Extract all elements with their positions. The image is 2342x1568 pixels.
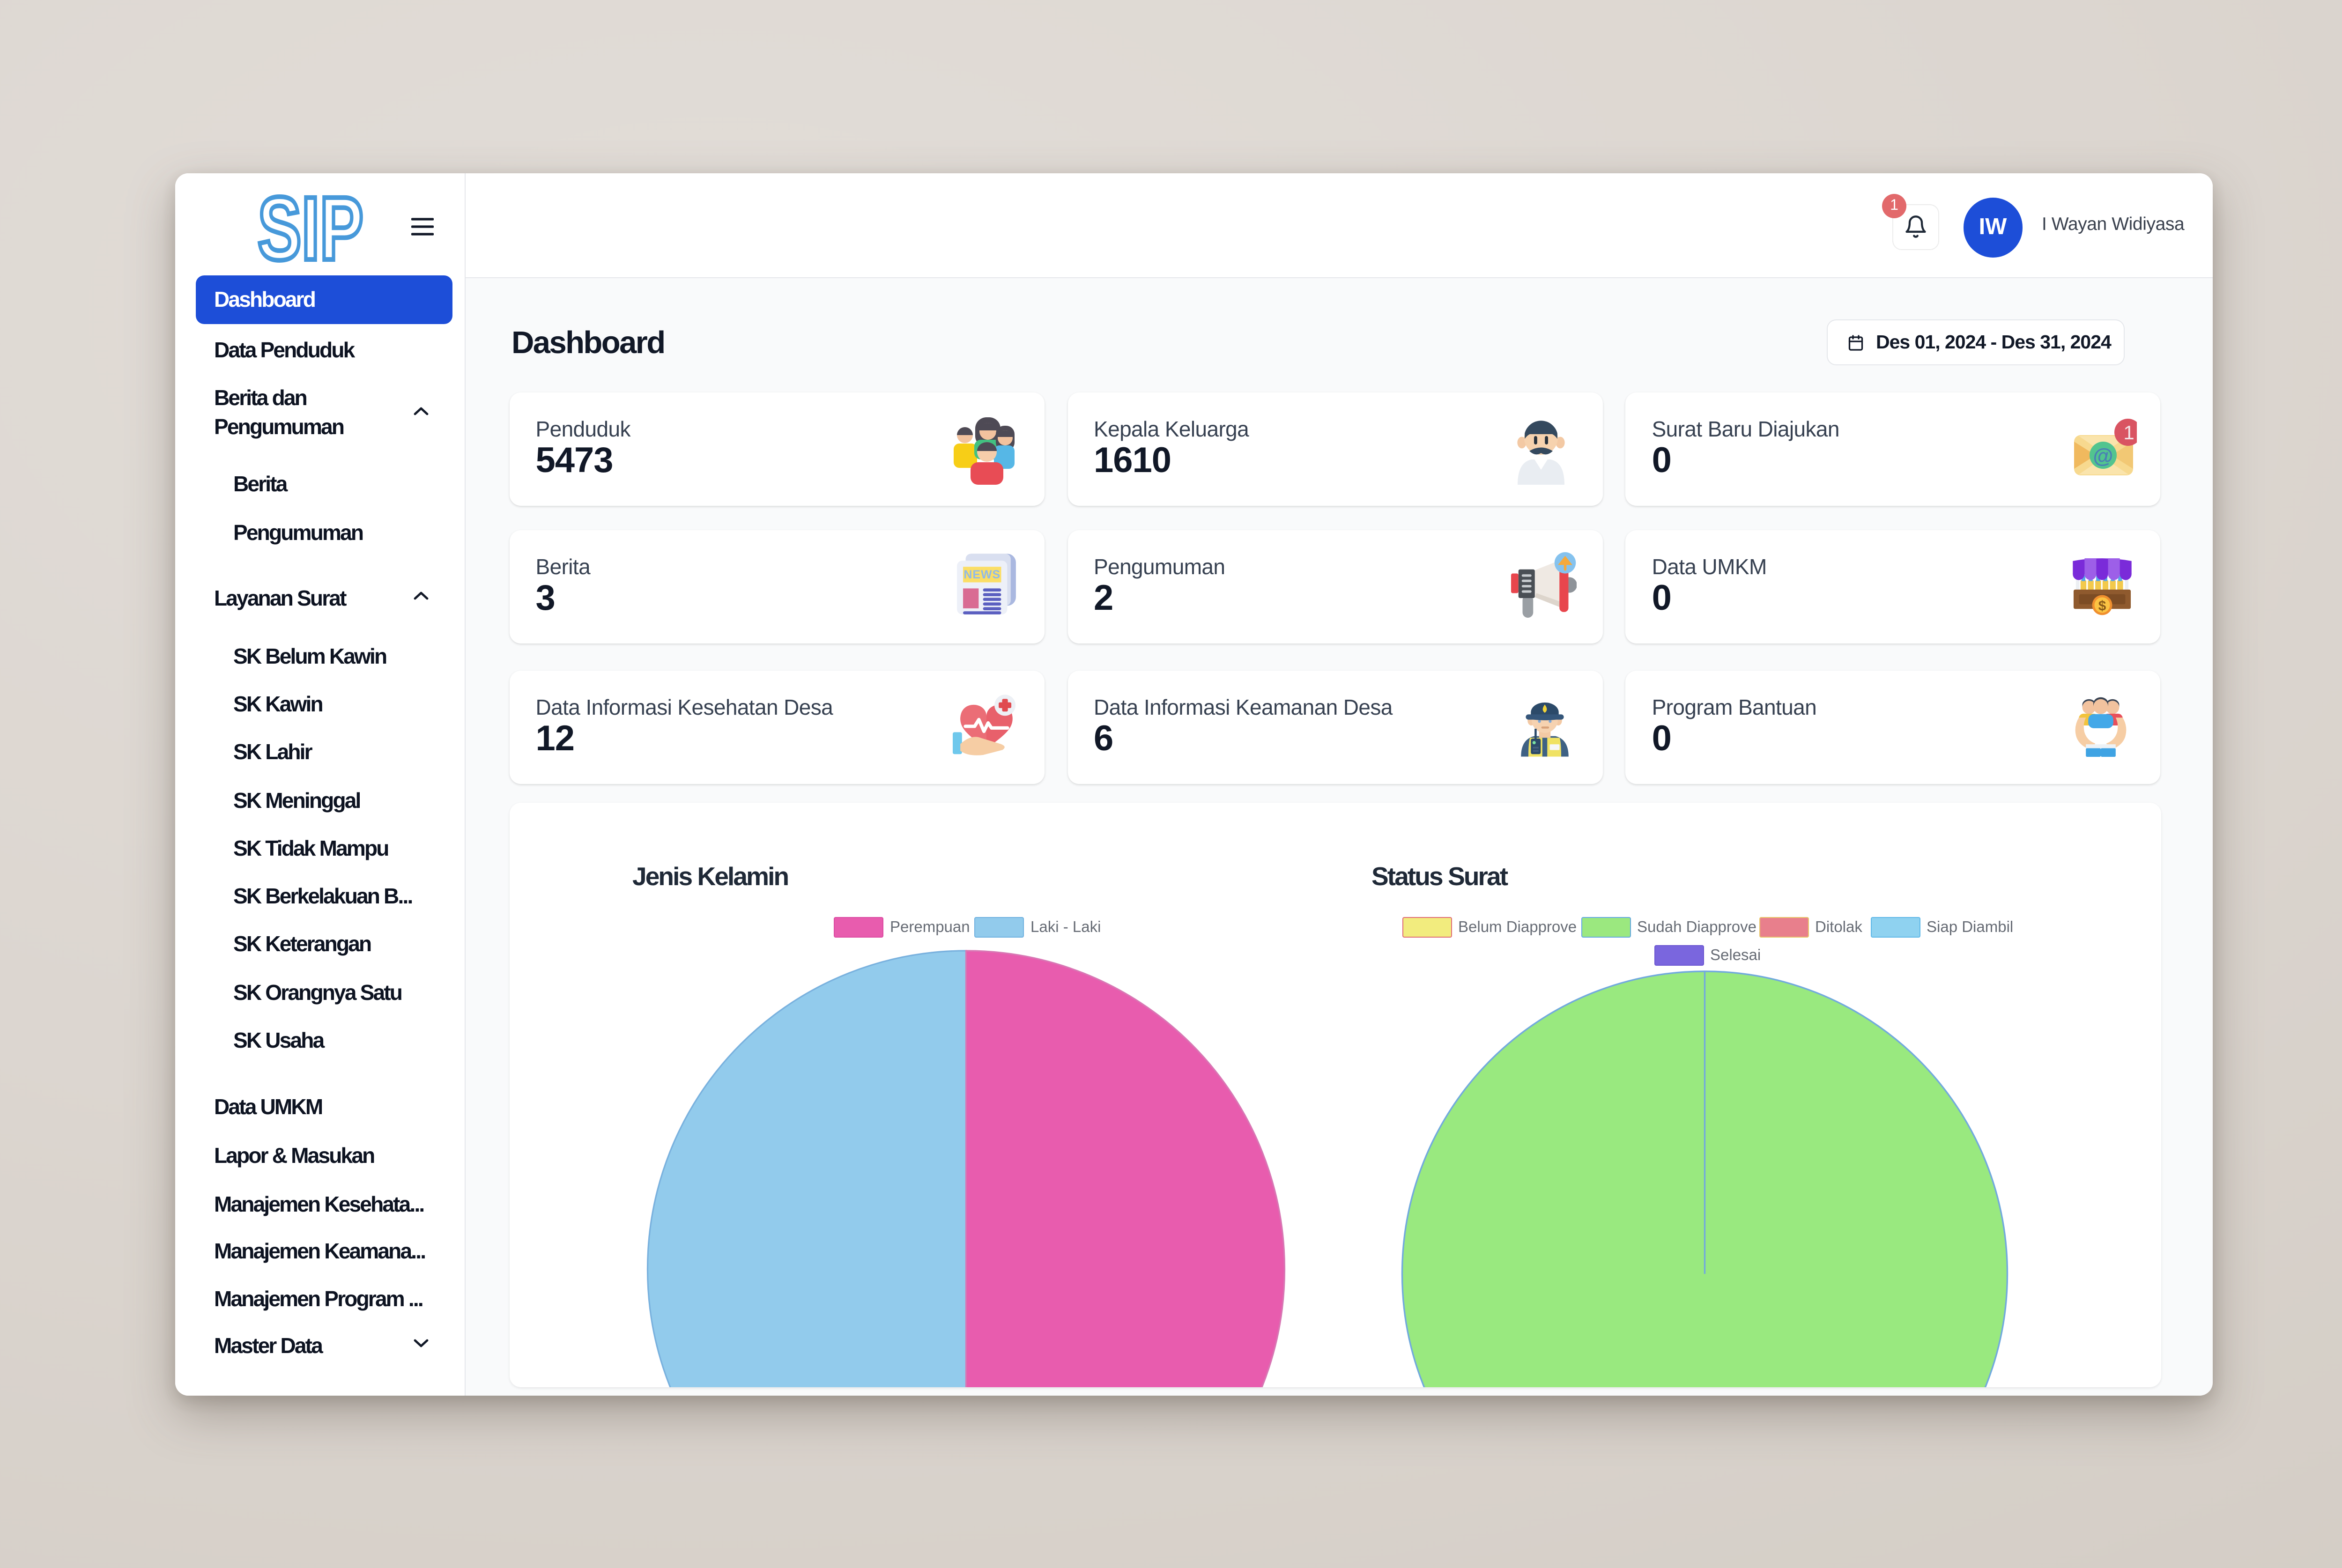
svg-text:1: 1: [2124, 421, 2134, 443]
svg-text:NEWS: NEWS: [963, 568, 1001, 581]
svg-text:$: $: [2099, 598, 2107, 613]
svg-text:SIP: SIP: [257, 191, 363, 266]
svg-text:@: @: [2094, 444, 2114, 467]
